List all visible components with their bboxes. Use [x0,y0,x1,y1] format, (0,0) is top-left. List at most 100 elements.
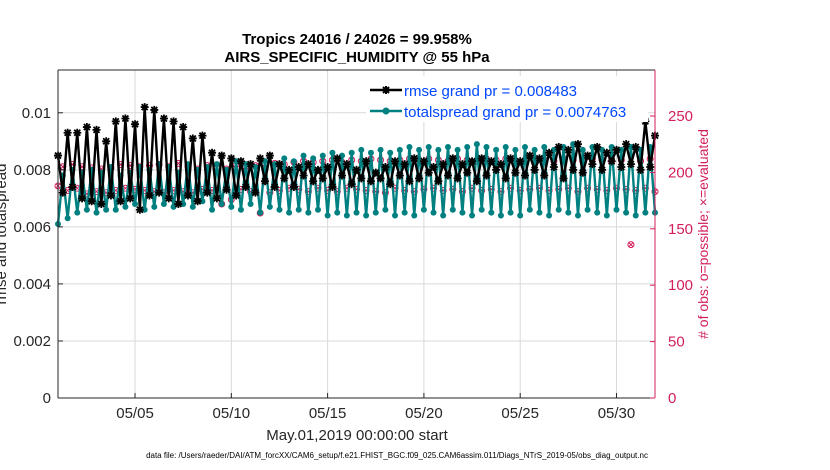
totalspread-point [430,209,437,216]
rmse-point [342,160,351,169]
rmse-point [429,162,438,171]
rmse-point-star [540,171,549,180]
rmse-point [208,148,217,157]
rmse-point [145,191,154,200]
totalspread-point [517,212,524,219]
rmse-point [241,182,250,191]
totalspread-point [262,158,269,165]
rmse-point-star [549,162,558,171]
obs-point-circle [410,188,418,196]
legend-rmse-marker [382,86,390,94]
rmse-point [598,165,607,174]
totalspread-point [522,144,529,151]
y-tick-label-right: 250 [668,108,693,125]
totalspread-point [497,212,504,219]
rmse-point-star [622,140,631,149]
rmse-point-star [453,174,462,183]
obs-point-circle [627,241,635,249]
legend-box [366,76,648,122]
totalspread-point [526,206,533,213]
rmse-point [121,114,130,123]
totalspread-point [560,144,567,151]
y-tick-label-right: 0 [668,390,676,407]
totalspread-point [459,209,466,216]
rmse-point [448,154,457,163]
totalspread-point [334,209,341,216]
totalspread-point [343,212,350,219]
rmse-point [516,157,525,166]
x-tick-label: 05/10 [213,405,251,422]
rmse-point-star [338,171,347,180]
totalspread-point [444,144,451,151]
rmse-point-star [183,191,192,200]
rmse-point-star [82,123,91,132]
rmse-point [588,160,597,169]
rmse-point [381,162,390,171]
totalspread-point [242,161,249,168]
rmse-point-star [265,151,274,160]
rmse-point [73,128,82,137]
totalspread-point [473,141,480,148]
y-tick-label-left: 0 [43,390,51,407]
rmse-point [472,177,481,186]
obs-point-circle [372,188,380,196]
x-tick-label: 05/20 [405,405,443,422]
obs-point-circle [401,186,409,194]
rmse-point-star [631,143,640,152]
rmse-point [304,160,313,169]
rmse-point [468,157,477,166]
rmse-point [501,174,510,183]
rmse-point [338,171,347,180]
totalspread-point [367,149,374,156]
rmse-point-star [169,117,178,126]
rmse-point-star [468,157,477,166]
y-tick-label-right: 150 [668,221,693,238]
rmse-point [583,151,592,160]
rmse-point-star [395,171,404,180]
rmse-point-star [578,168,587,177]
y-tick-label-right: 100 [668,277,693,294]
totalspread-point [396,146,403,153]
rmse-point-star [174,200,183,209]
totalspread-point [627,144,634,151]
totalspread-point [608,144,615,151]
rmse-point [164,194,173,203]
plot-area [58,70,655,398]
totalspread-point [103,206,110,213]
totalspread-point [454,146,461,153]
rmse-point [352,165,361,174]
rmse-point [111,117,120,126]
totalspread-point [314,206,321,213]
rmse-point-star [424,168,433,177]
y-tick-label-left: 0.006 [13,219,51,236]
totalspread-point [574,212,581,219]
x-ticks: 05/05 05/10 05/15 05/20 05/25 05/30 [116,393,635,422]
rmse-point [646,162,655,171]
obs-point-circle [449,185,457,193]
rmse-point [82,123,91,132]
rmse-point-star [371,168,380,177]
rmse-point-star [559,174,568,183]
totalspread-point [565,209,572,216]
totalspread-point [550,146,557,153]
totalspread-point [218,201,225,208]
totalspread-point [358,146,365,153]
rmse-point-star [545,148,554,157]
rmse-point [453,174,462,183]
rmse-point [280,174,289,183]
totalspread-point [536,209,543,216]
rmse-point-star [612,145,621,154]
rmse-point-star [78,194,87,203]
rmse-point-star [400,160,409,169]
rmse-point-star [463,168,472,177]
rmse-point-star [376,174,385,183]
rmse-point-star [386,180,395,189]
rmse-point [328,182,337,191]
totalspread-point [199,198,206,205]
totalspread-point [512,146,519,153]
rmse-point-star [410,154,419,163]
rmse-point-star [352,165,361,174]
y-tick-label-right: 50 [668,334,685,351]
rmse-point [415,174,424,183]
rmse-point-star [448,154,457,163]
